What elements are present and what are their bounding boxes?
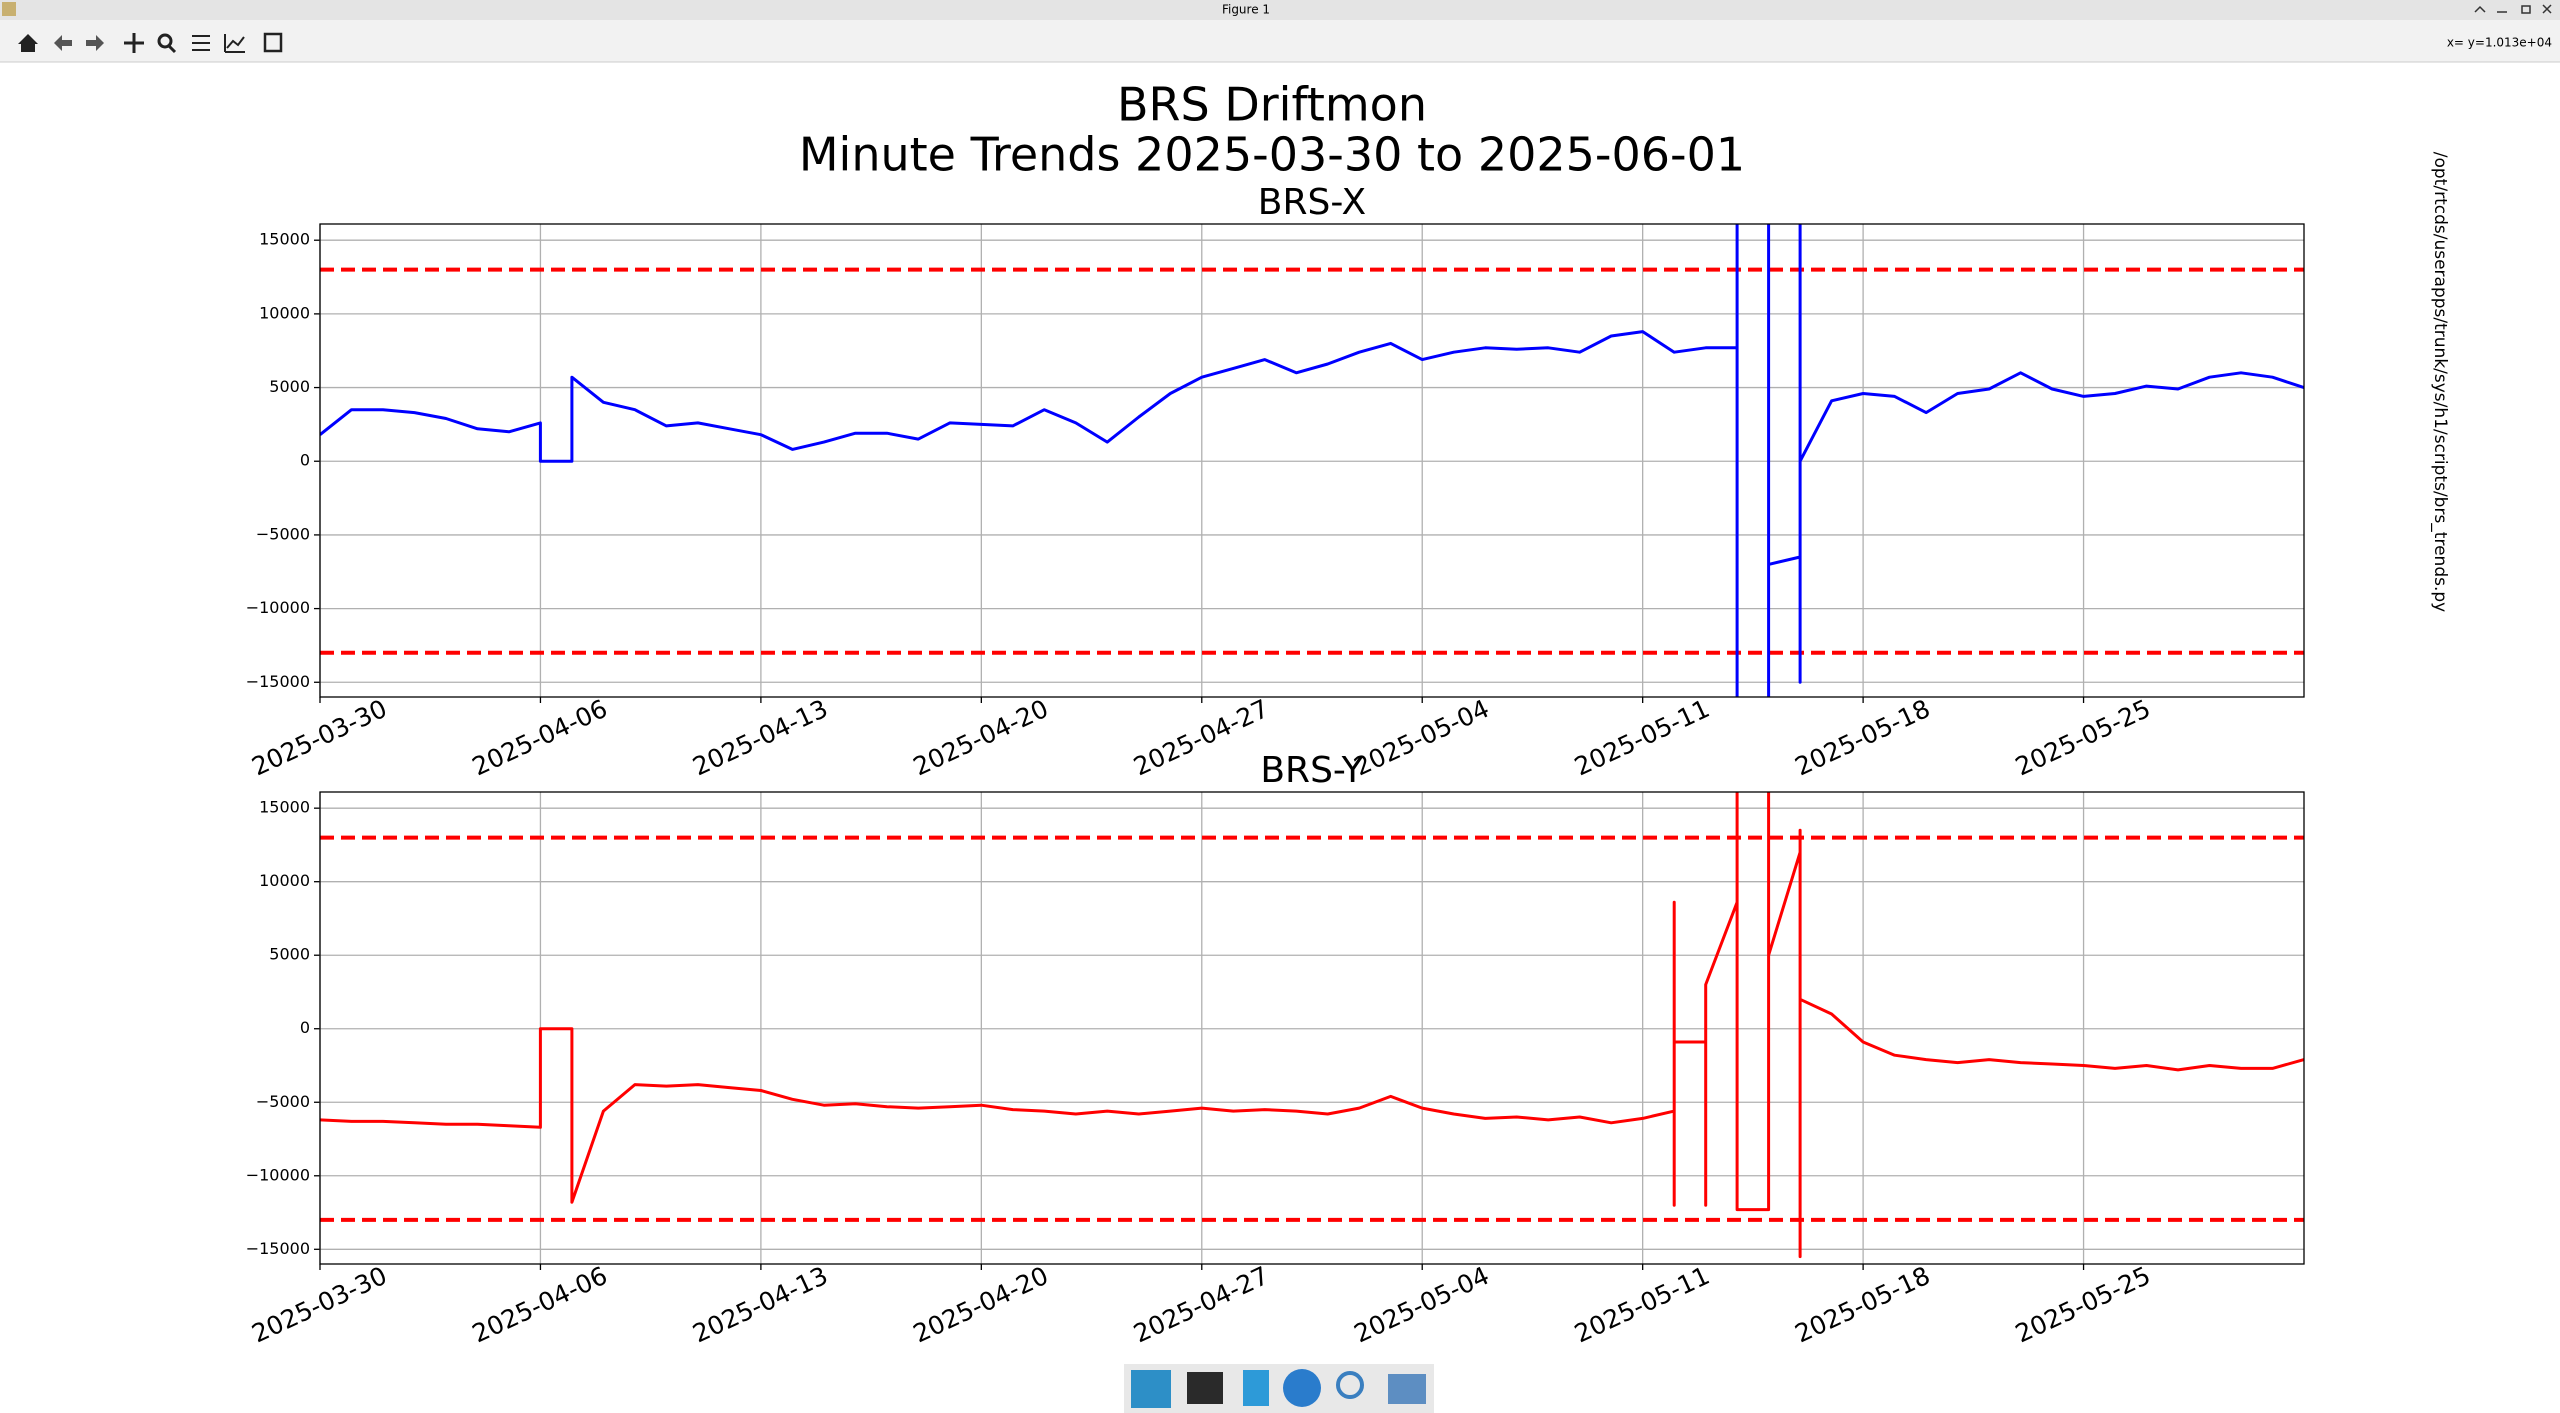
x-tick-label: 2025-03-30	[247, 694, 391, 782]
y-tick-label: 15000	[259, 230, 310, 249]
close-button[interactable]	[2542, 4, 2552, 14]
x-tick-label: 2025-05-18	[1791, 694, 1935, 782]
plot-clip	[320, 792, 2304, 1259]
zoom-button[interactable]	[157, 33, 177, 54]
y-tick-label: −5000	[256, 1092, 310, 1111]
taskbar-browser[interactable]	[1283, 1369, 1321, 1407]
x-tick-label: 2025-05-18	[1791, 1261, 1935, 1349]
plot-area	[320, 792, 2304, 1264]
axes-frame	[319, 223, 2305, 698]
plot-area	[320, 224, 2304, 697]
save-button[interactable]	[263, 32, 283, 53]
y-tick-label: −10000	[246, 598, 310, 617]
x-tick-label: 2025-05-04	[1350, 694, 1494, 782]
y-tick-label: −15000	[246, 1239, 310, 1258]
y-tick-label: 5000	[269, 377, 310, 396]
taskbar-panel	[1124, 1364, 1434, 1413]
subplot-title: BRS-X	[1258, 182, 1366, 223]
y-tick-label: 10000	[259, 871, 310, 890]
x-tick-label: 2025-05-11	[1570, 1261, 1714, 1349]
x-tick-label: 2025-04-13	[688, 1261, 832, 1349]
chart-panel: −15000 −10000 −5000 0 5000 10000 15000 2025-03-…	[246, 182, 2305, 782]
y-tick-label: −15000	[246, 672, 310, 691]
y-tick-label: −5000	[256, 524, 310, 543]
data-line	[320, 792, 2304, 1259]
toolbar-buttons	[18, 32, 283, 54]
back-button[interactable]	[54, 35, 72, 51]
taskbar-files[interactable]	[1388, 1374, 1426, 1404]
taskbar-editor[interactable]	[1243, 1370, 1269, 1406]
x-tick-label: 2025-05-25	[2011, 1261, 2155, 1349]
x-tick-label: 2025-04-20	[909, 1261, 1053, 1349]
figure-subtitle: Minute Trends 2025-03-30 to 2025-06-01	[799, 128, 1745, 182]
title-bar	[0, 0, 2560, 20]
forward-button[interactable]	[86, 35, 104, 51]
script-path: /opt/rtcds/userapps/trunk/sys/h1/scripts…	[2430, 152, 2450, 612]
x-tick-label: 2025-05-25	[2011, 694, 2155, 782]
y-tick-label: 10000	[259, 303, 310, 322]
maximize-button[interactable]	[2474, 5, 2486, 13]
window-controls	[2474, 4, 2552, 14]
y-tick-label: 0	[300, 1018, 310, 1037]
window-title: Figure 1	[1222, 3, 1270, 17]
x-tick-label: 2025-04-13	[688, 694, 832, 782]
x-tick-label: 2025-04-27	[1129, 694, 1273, 782]
x-tick-label: 2025-04-06	[468, 1261, 612, 1349]
edit-axes-button[interactable]	[224, 34, 245, 53]
axes-frame	[319, 791, 2305, 1265]
app-icon	[2, 2, 16, 16]
chart-panel: −15000 −10000 −5000 0 5000 10000 15000 2025-03-…	[246, 750, 2305, 1349]
taskbar-desktop[interactable]	[1131, 1370, 1171, 1408]
y-tick-label: 0	[300, 451, 310, 470]
figure-title: BRS Driftmon	[1117, 78, 1427, 132]
y-tick-label: −10000	[246, 1165, 310, 1184]
pan-button[interactable]	[124, 33, 144, 53]
taskbar-terminal[interactable]	[1187, 1372, 1223, 1404]
subplot-title: BRS-Y	[1260, 750, 1364, 791]
y-tick-label: 15000	[259, 798, 310, 817]
x-tick-label: 2025-05-04	[1350, 1261, 1494, 1349]
plot-clip	[320, 224, 2304, 697]
taskbar-search[interactable]	[1336, 1371, 1364, 1399]
toolbar	[0, 20, 2560, 62]
taskbar	[1124, 1364, 1434, 1413]
x-tick-label: 2025-04-06	[468, 694, 612, 782]
data-line	[320, 224, 2304, 697]
x-tick-label: 2025-03-30	[247, 1261, 391, 1349]
restore-button[interactable]	[2521, 5, 2531, 14]
configure-button[interactable]	[192, 35, 210, 51]
cursor-status: x= y=1.013e+04	[2447, 36, 2552, 50]
x-tick-label: 2025-04-20	[909, 694, 1053, 782]
x-tick-label: 2025-04-27	[1129, 1261, 1273, 1349]
x-tick-label: 2025-05-11	[1570, 694, 1714, 782]
y-tick-label: 5000	[269, 945, 310, 964]
home-button[interactable]	[18, 34, 38, 52]
